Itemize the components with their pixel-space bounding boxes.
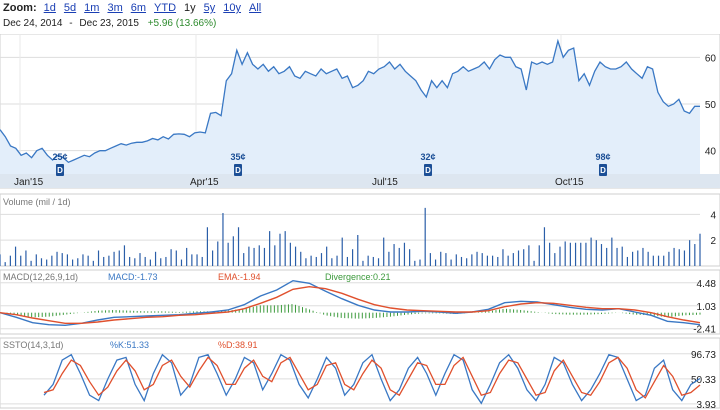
macd-panel: MACD(12,26,9,1d) MACD:-1.73 EMA:-1.94 Diver…: [0, 269, 720, 336]
zoom-option-1m[interactable]: 1m: [84, 2, 100, 14]
date-axis: [0, 174, 720, 188]
dividend-flag: [234, 164, 242, 176]
date-axis-label: Jul'15: [372, 177, 398, 188]
dividend-label: 98¢: [595, 152, 610, 162]
date-axis-label: Apr'15: [190, 177, 219, 188]
volume-title: Volume (mil / 1d): [3, 197, 71, 207]
zoom-option-5d[interactable]: 5d: [63, 2, 77, 14]
percent-d-line: [43, 356, 701, 399]
dividend-flag: [599, 164, 607, 176]
macd-legend-item: Divergence:0.21: [325, 272, 391, 282]
zoom-controls: Zoom: 1d 5d 1m 3m 6m YTD 1y 5y 10y All: [3, 2, 269, 14]
macd-frame: [0, 269, 720, 335]
volume-panel: Volume (mil / 1d) 2 4: [0, 193, 720, 267]
dividend-flag-letter: D: [57, 166, 63, 175]
date-axis-label: Oct'15: [555, 177, 584, 188]
zoom-option-6m[interactable]: 6m: [130, 2, 147, 14]
dividend-marker: 32¢ D: [420, 152, 436, 176]
macd-title: MACD(12,26,9,1d): [3, 272, 78, 282]
macd-y-tick: 1.03: [697, 302, 717, 313]
dividend-marker: 98¢ D: [595, 152, 611, 176]
dividend-marker: 25¢ D: [52, 152, 68, 176]
zoom-label: Zoom:: [3, 2, 37, 14]
zoom-option-10y[interactable]: 10y: [223, 2, 242, 14]
price-y-tick: 50: [705, 100, 717, 111]
zoom-option-all[interactable]: All: [249, 2, 262, 14]
ssto-legend-item: %D:38.91: [218, 340, 258, 350]
macd-y-tick: 4.48: [697, 279, 717, 290]
ema-line: [0, 285, 701, 324]
macd-line: [0, 279, 701, 327]
volume-y-tick: 4: [710, 210, 716, 221]
dividend-flag: [424, 164, 432, 176]
volume-frame: [0, 193, 720, 267]
percent-k-line: [43, 353, 701, 405]
dividend-label: 25¢: [52, 152, 67, 162]
price-y-tick: 40: [705, 147, 717, 158]
zoom-option-3m[interactable]: 3m: [107, 2, 123, 14]
dividend-marker: 35¢ D: [230, 152, 246, 176]
macd-y-tick: -2.41: [693, 325, 716, 336]
dividend-flag-letter: D: [600, 166, 606, 175]
dividend-flag-letter: D: [235, 166, 241, 175]
dividend-flag-letter: D: [425, 166, 431, 175]
zoom-option-5y[interactable]: 5y: [203, 2, 216, 14]
ssto-frame: [0, 337, 720, 409]
price-area: [0, 41, 700, 174]
range-separator: -: [69, 18, 73, 29]
volume-y-tick: 2: [710, 236, 716, 247]
ssto-title: SSTO(14,3,1d): [3, 340, 63, 350]
zoom-option-ytd[interactable]: YTD: [154, 2, 177, 14]
top-bar: Zoom: 1d 5d 1m 3m 6m YTD 1y 5y 10y All Dec 24, 20…: [0, 0, 720, 34]
price-change: +5.96 (13.66%): [147, 18, 217, 29]
dividend-flag: [56, 164, 64, 176]
ssto-legend-item: %K:51.33: [110, 340, 149, 350]
dividend-label: 32¢: [420, 152, 435, 162]
range-start: Dec 24, 2014: [3, 18, 63, 29]
price-line: [0, 38, 700, 164]
date-axis-label: Jan'15: [14, 177, 44, 188]
ssto-y-tick: 96.73: [691, 350, 716, 361]
zoom-option-1d[interactable]: 1d: [43, 2, 56, 14]
ssto-panel: SSTO(14,3,1d) %K:51.33 %D:38.91 96.73 50.33 3…: [0, 337, 720, 410]
price-y-tick: 60: [705, 53, 717, 64]
ssto-y-tick: 50.33: [691, 375, 716, 386]
zoom-option-1y: 1y: [184, 2, 196, 14]
dividend-label: 35¢: [230, 152, 245, 162]
ssto-y-tick: 3.93: [697, 400, 717, 410]
range-end: Dec 23, 2015: [79, 18, 139, 29]
macd-legend-item: MACD:-1.73: [108, 272, 158, 282]
date-range: Dec 24, 2014 - Dec 23, 2015 +5.96 (13.66…: [3, 18, 216, 29]
macd-legend-item: EMA:-1.94: [218, 272, 261, 282]
